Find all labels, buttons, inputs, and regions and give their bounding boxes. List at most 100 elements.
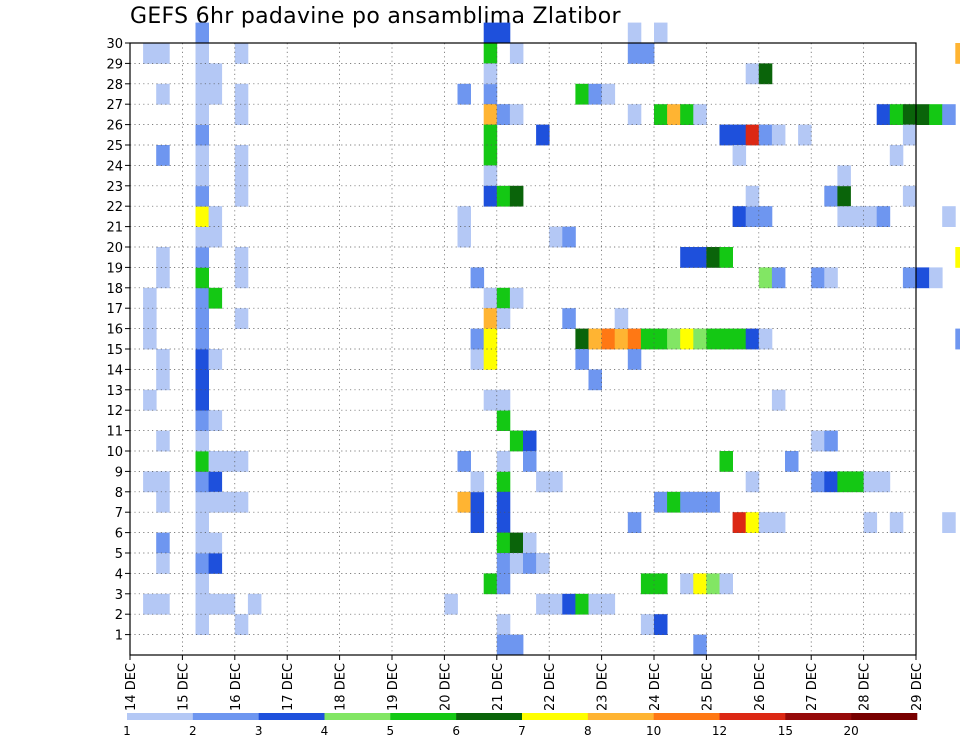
colorbar-label: 1 xyxy=(123,724,131,738)
heatmap-cell xyxy=(654,22,668,44)
heatmap-cell xyxy=(496,553,511,574)
heatmap-cell xyxy=(745,206,760,227)
heatmap-cell xyxy=(234,267,249,289)
y-tick-label: 11 xyxy=(106,425,123,440)
heatmap-cell xyxy=(195,451,209,472)
y-tick-label: 1 xyxy=(115,629,123,644)
heatmap-cell xyxy=(588,593,602,615)
heatmap-cell xyxy=(208,491,223,513)
heatmap-cell xyxy=(483,22,498,44)
heatmap-cell xyxy=(916,104,930,125)
heatmap-cell xyxy=(496,451,511,472)
heatmap-cell xyxy=(143,593,157,615)
heatmap-cell xyxy=(156,491,170,513)
heatmap-cell xyxy=(863,471,878,493)
heatmap-cell xyxy=(732,206,747,227)
heatmap-cell xyxy=(156,349,170,370)
heatmap-cell xyxy=(496,104,511,125)
heatmap-cell xyxy=(876,471,891,493)
heatmap-cell xyxy=(496,287,511,309)
heatmap-cell xyxy=(195,43,209,64)
heatmap-cell xyxy=(523,532,537,554)
heatmap-cell xyxy=(680,573,694,595)
heatmap-cell xyxy=(693,104,707,125)
colorbar-label: 12 xyxy=(712,724,727,738)
heatmap-cell xyxy=(496,573,511,595)
heatmap-cell xyxy=(902,267,917,289)
heatmap-cell xyxy=(811,430,825,452)
heatmap-cell xyxy=(496,491,511,513)
heatmap-cell xyxy=(863,206,878,227)
heatmap-cell xyxy=(234,165,249,187)
heatmap-cell xyxy=(483,349,498,370)
heatmap-cell xyxy=(614,308,629,329)
heatmap-cell xyxy=(693,491,707,513)
y-tick-label: 20 xyxy=(106,241,123,256)
heatmap-cell xyxy=(680,328,694,350)
heatmap-cell xyxy=(509,634,524,656)
heatmap-cell xyxy=(588,83,602,105)
heatmap-cell xyxy=(771,124,786,146)
y-tick-label: 12 xyxy=(106,404,123,419)
heatmap-cell xyxy=(745,185,760,207)
x-tick-label: 16 DEC xyxy=(229,663,244,711)
heatmap-cell xyxy=(221,491,236,513)
x-tick-label: 24 DEC xyxy=(648,663,663,711)
y-tick-label: 22 xyxy=(106,200,123,215)
gridlines xyxy=(130,43,916,655)
heatmap-cell xyxy=(496,532,511,554)
x-tick-label: 27 DEC xyxy=(805,663,820,711)
heatmap-cell xyxy=(588,369,602,391)
colorbar-swatch xyxy=(258,713,325,720)
x-tick-label: 18 DEC xyxy=(334,663,349,711)
heatmap-cell xyxy=(654,491,668,513)
heatmap-cell xyxy=(876,104,891,125)
heatmap-cell xyxy=(575,593,589,615)
colorbar-label: 3 xyxy=(255,724,263,738)
heatmap-cell xyxy=(496,308,511,329)
heatmap-cell xyxy=(208,471,223,493)
heatmap-cell xyxy=(745,124,760,146)
heatmap-cell xyxy=(156,471,170,493)
heatmap-cell xyxy=(536,124,550,146)
y-tick-label: 26 xyxy=(106,119,123,134)
heatmap-cell xyxy=(667,104,681,125)
colorbar-label: 8 xyxy=(584,724,592,738)
heatmap-cell xyxy=(509,553,524,574)
heatmap-cell xyxy=(706,247,720,268)
heatmap-cell xyxy=(195,124,209,146)
heatmap-cell xyxy=(680,491,694,513)
heatmap-cell xyxy=(483,287,498,309)
heatmap-cell xyxy=(195,226,209,248)
heatmap-cell xyxy=(745,512,760,533)
heatmap-cell xyxy=(719,328,733,350)
y-tick-label: 5 xyxy=(115,547,123,562)
heatmap-cell xyxy=(496,634,511,656)
heatmap-cell xyxy=(496,22,511,44)
heatmap-cell xyxy=(706,573,720,595)
heatmap-cell xyxy=(902,124,917,146)
heatmap-cell xyxy=(719,124,733,146)
y-tick-label: 19 xyxy=(106,261,123,276)
heatmap-cell xyxy=(732,124,747,146)
heatmap-cell xyxy=(536,471,550,493)
heatmap-cell xyxy=(208,83,223,105)
heatmap-cell xyxy=(195,532,209,554)
colorbar-label: 6 xyxy=(452,724,460,738)
heatmap-cell xyxy=(470,471,485,493)
heatmap-cell xyxy=(562,593,576,615)
heatmap-cell xyxy=(942,512,956,533)
heatmap-cell xyxy=(627,22,642,44)
y-tick-label: 10 xyxy=(106,445,123,460)
heatmap-cell xyxy=(483,573,498,595)
heatmap-cell xyxy=(942,104,956,125)
heatmap-cell xyxy=(195,185,209,207)
heatmap-cell xyxy=(771,512,786,533)
heatmap-cell xyxy=(143,389,157,411)
heatmap-cell xyxy=(588,328,602,350)
heatmap-cell xyxy=(234,145,249,166)
heatmap-cell xyxy=(654,614,668,635)
heatmap-cell xyxy=(221,451,236,472)
heatmap-cell xyxy=(549,471,563,493)
heatmap-cell xyxy=(640,43,655,64)
